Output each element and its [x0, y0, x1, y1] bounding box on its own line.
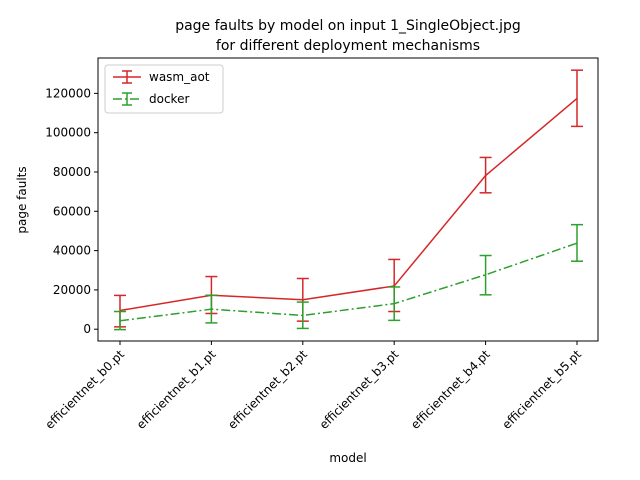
y-tick-label: 20000: [53, 283, 91, 297]
series-docker: [114, 223, 583, 331]
legend-label: wasm_aot: [149, 70, 210, 84]
y-axis: 0 20000 40000 60000 80000 100000 120000: [45, 86, 98, 336]
legend-entry: wasm_aot: [113, 70, 210, 84]
y-axis-label: page faults: [15, 166, 29, 233]
series-layer: [114, 69, 583, 331]
chart-title-line-2: for different deployment mechanisms: [216, 38, 480, 54]
plot-frame: [97, 57, 599, 342]
series-line-wasm_aot: [119, 97, 578, 312]
y-tick-label: 120000: [45, 86, 91, 100]
y-tick-label: 40000: [53, 244, 91, 258]
legend-entry: docker: [113, 92, 189, 106]
y-tick-label: 80000: [53, 165, 91, 179]
y-tick-label: 100000: [45, 126, 91, 140]
chart-title-line-1: page faults by model on input 1_SingleOb…: [175, 18, 521, 34]
y-tick-label: 60000: [53, 204, 91, 218]
y-tick-label: 0: [83, 322, 91, 336]
series-line-docker: [119, 242, 578, 322]
x-axis-label: model: [329, 451, 366, 465]
legend-label: docker: [149, 92, 189, 106]
